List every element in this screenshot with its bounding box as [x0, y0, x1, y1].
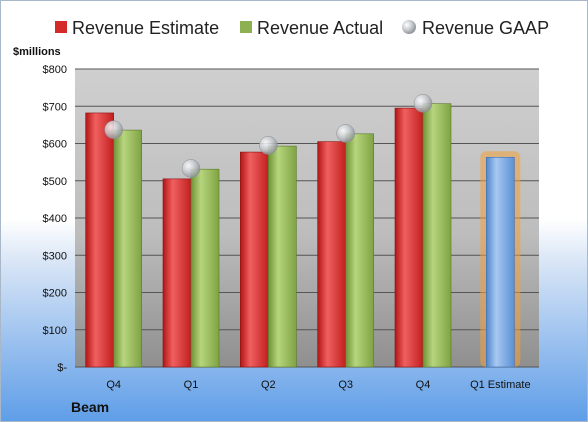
bar-revenue-actual — [268, 145, 297, 368]
legend-swatch-gaap-marker — [402, 20, 416, 34]
y-tick-label: $200 — [43, 288, 67, 300]
legend: Revenue Estimate Revenue Actual Revenue … — [55, 18, 549, 38]
bar-revenue-estimate — [394, 107, 424, 368]
y-axis-ticks: $- $100 $200 $300 $400 $500 $600 $700 $800 — [43, 64, 68, 374]
bar-revenue-actual — [422, 103, 452, 368]
y-tick-label: $800 — [43, 64, 67, 76]
y-tick-label: $400 — [43, 213, 67, 225]
units-label: $millions — [13, 46, 61, 58]
legend-swatch-red — [55, 21, 67, 33]
company-name: Beam — [71, 399, 109, 415]
legend-swatch-green — [240, 21, 252, 33]
marker-revenue-gaap — [336, 124, 355, 143]
x-tick-label: Q2 — [261, 379, 276, 391]
bars — [85, 103, 521, 368]
marker-revenue-gaap — [181, 159, 201, 178]
bar-revenue-estimate — [85, 112, 114, 368]
y-tick-label: $600 — [43, 139, 67, 151]
legend-item-revenue-gaap: Revenue GAAP — [402, 18, 549, 38]
x-tick-label: Q1 — [184, 379, 199, 391]
gridlines — [75, 68, 539, 368]
y-tick-label: $300 — [43, 250, 67, 262]
x-tick-label: Q4 — [106, 379, 121, 391]
bar-revenue-estimate — [162, 178, 192, 368]
y-tick-label: $- — [57, 362, 67, 374]
bar-revenue-actual — [190, 168, 220, 368]
gaap-markers — [104, 94, 433, 178]
y-tick-label: $100 — [43, 325, 67, 337]
y-tick-label: $500 — [43, 176, 67, 188]
x-tick-label: Q1 Estimate — [470, 379, 531, 391]
bar-revenue-actual — [113, 129, 142, 368]
bar-revenue-actual — [345, 133, 374, 368]
x-tick-label: Q4 — [416, 379, 431, 391]
marker-revenue-gaap — [413, 94, 433, 113]
bar-revenue-estimate — [240, 151, 269, 368]
legend-item-revenue-actual: Revenue Actual — [240, 18, 383, 38]
legend-label-estimate: Revenue Estimate — [72, 18, 219, 38]
x-axis-ticks: Q4 Q1 Q2 Q3 Q4 Q1 Estimate — [106, 379, 530, 391]
legend-label-actual: Revenue Actual — [257, 18, 383, 38]
legend-item-revenue-estimate: Revenue Estimate — [55, 18, 219, 38]
marker-revenue-gaap — [259, 136, 278, 155]
legend-label-gaap: Revenue GAAP — [422, 18, 549, 38]
bar-next-quarter-estimate — [486, 156, 515, 368]
x-tick-label: Q3 — [338, 379, 353, 391]
y-tick-label: $700 — [43, 101, 67, 113]
bar-revenue-estimate — [317, 141, 346, 368]
marker-revenue-gaap — [104, 120, 123, 139]
